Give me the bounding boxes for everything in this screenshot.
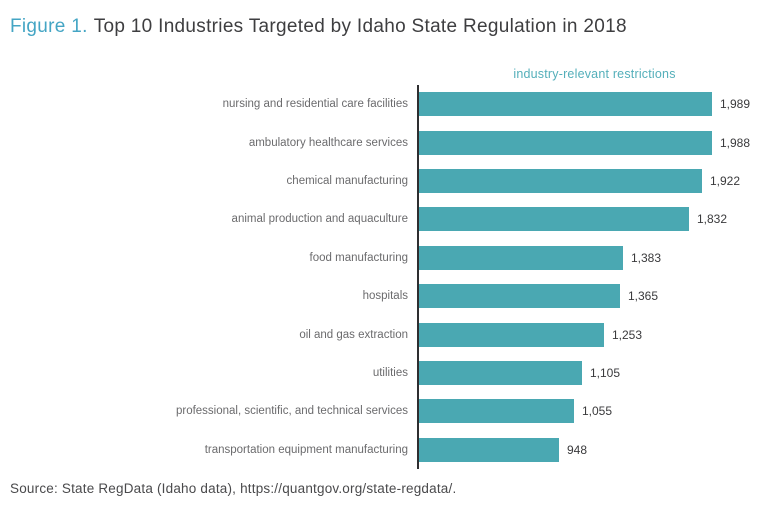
- row-track: 1,365: [417, 276, 768, 316]
- chart-row: utilities 1,105: [0, 353, 768, 393]
- title-text: Top 10 Industries Targeted by Idaho Stat…: [93, 16, 627, 37]
- bar-chart: nursing and residential care facilities …: [0, 85, 768, 469]
- bar-value-label: 1,988: [720, 135, 751, 150]
- bar: [419, 399, 574, 424]
- chart-rows: nursing and residential care facilities …: [0, 85, 768, 469]
- source-note: Source: State RegData (Idaho data), http…: [10, 481, 457, 496]
- row-label: oil and gas extraction: [299, 328, 408, 341]
- row-track: 1,832: [417, 200, 768, 239]
- row-track: 1,383: [417, 238, 768, 277]
- row-label: food manufacturing: [309, 251, 408, 264]
- row-label: nursing and residential care facilities: [222, 98, 408, 111]
- row-track: 1,989: [417, 85, 768, 124]
- legend-label: industry-relevant restrictions: [513, 67, 676, 81]
- row-track: 1,105: [417, 353, 768, 393]
- row-track: 1,055: [417, 392, 768, 431]
- bar: [419, 207, 689, 232]
- bar-value-label: 1,383: [631, 250, 662, 265]
- chart-row: transportation equipment manufacturing 9…: [0, 430, 768, 469]
- bar-value-label: 1,922: [710, 173, 741, 188]
- row-label: utilities: [372, 366, 408, 379]
- row-label: chemical manufacturing: [286, 174, 408, 187]
- bar: [419, 92, 712, 117]
- row-label: professional, scientific, and technical …: [175, 405, 408, 418]
- row-track: 1,253: [417, 315, 768, 354]
- bar-value-label: 1,253: [612, 327, 643, 342]
- chart-row: ambulatory healthcare services 1,988: [0, 123, 768, 162]
- chart-row: food manufacturing 1,383: [0, 238, 768, 277]
- bar: [419, 168, 702, 193]
- bar: [419, 437, 559, 462]
- bar-value-label: 1,989: [720, 97, 751, 112]
- bar: [419, 130, 712, 155]
- row-label: hospitals: [362, 290, 408, 303]
- chart-row: animal production and aquaculture 1,832: [0, 200, 768, 239]
- row-label: animal production and aquaculture: [231, 213, 408, 226]
- chart-row: hospitals 1,365: [0, 276, 768, 316]
- bar-value-label: 1,365: [628, 289, 659, 304]
- row-label: transportation equipment manufacturing: [204, 443, 408, 456]
- bar-value-label: 1,055: [582, 404, 613, 419]
- figure-title: Figure 1. Top 10 Industries Targeted by I…: [10, 16, 627, 38]
- bar-value-label: 948: [567, 442, 588, 457]
- bar: [419, 360, 582, 385]
- row-track: 948: [417, 430, 768, 469]
- bar: [419, 322, 604, 347]
- chart-row: nursing and residential care facilities …: [0, 85, 768, 124]
- chart-row: professional, scientific, and technical …: [0, 392, 768, 431]
- bar: [419, 284, 620, 309]
- bar-value-label: 1,832: [697, 212, 728, 227]
- row-track: 1,988: [417, 123, 768, 162]
- chart-row: chemical manufacturing 1,922: [0, 161, 768, 201]
- row-track: 1,922: [417, 161, 768, 201]
- bar: [419, 245, 623, 270]
- row-label: ambulatory healthcare services: [248, 136, 408, 149]
- chart-row: oil and gas extraction 1,253: [0, 315, 768, 354]
- bar-value-label: 1,105: [590, 365, 621, 380]
- figure-number: Figure 1.: [10, 16, 88, 37]
